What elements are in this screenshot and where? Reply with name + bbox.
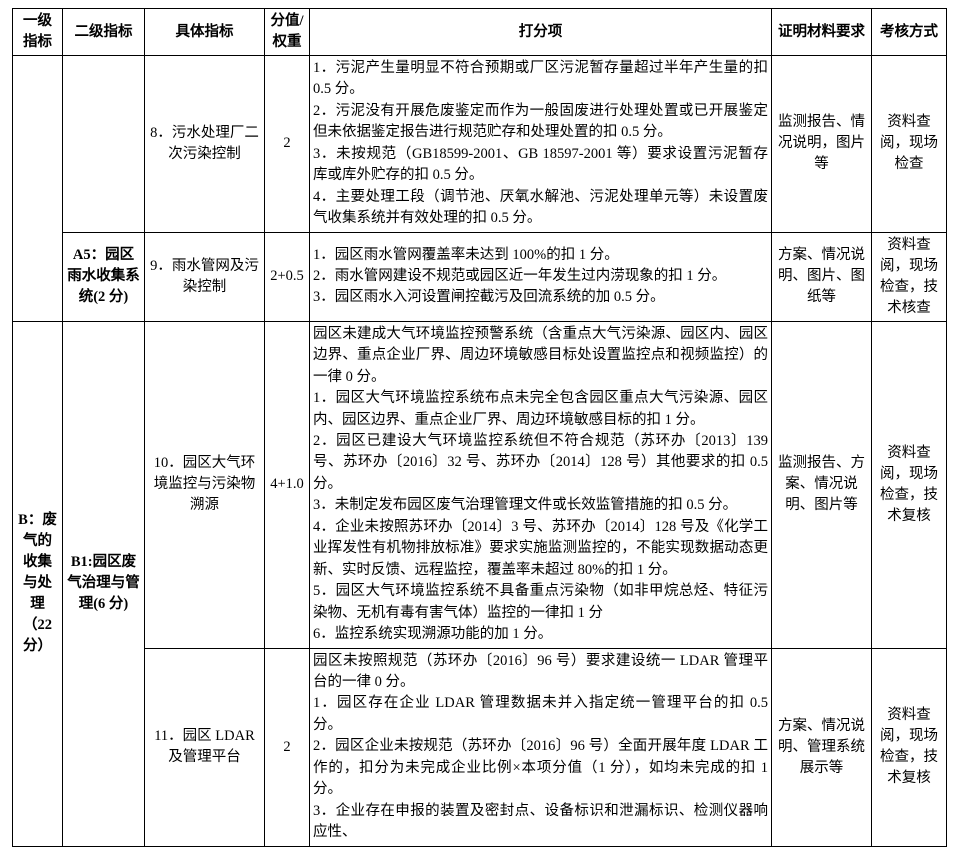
- header-method: 考核方式: [871, 7, 947, 57]
- cell-score-row4: 2: [264, 647, 310, 847]
- scoring-item: 4．主要处理工段（调节池、厌氧水解池、污泥处理单元等）未设置废气收集系统并有效处…: [313, 188, 768, 227]
- cell-level2-row2: A5：园区雨水收集系统(2 分): [62, 231, 145, 322]
- cell-proof-row2: 方案、情况说明、图片、图纸等: [771, 231, 872, 322]
- scoring-item: 1．园区大气环境监控系统布点未完全包含园区重点大气污染源、园区内、园区边界、重点…: [313, 390, 768, 428]
- assessment-table: 一级指标 二级指标 具体指标 分值/权重 打分项 证明材料要求 考核方式 8．污…: [12, 7, 947, 847]
- header-level2: 二级指标: [62, 7, 145, 57]
- cell-level1-b: B：废气的收集与处理（22 分）: [12, 320, 63, 847]
- cell-level1-empty-a: [12, 55, 63, 322]
- table-row: B：废气的收集与处理（22 分） B1:园区废气治理与管理(6 分) 10．园区…: [12, 320, 947, 847]
- table-row: A5：园区雨水收集系统(2 分) 9．雨水管网及污染控制 2+0.5 1．园区雨…: [13, 231, 947, 322]
- cell-score-row1: 2: [264, 55, 310, 233]
- cell-score-row2: 2+0.5: [264, 231, 310, 322]
- scoring-item: 4．企业未按照苏环办〔2014〕3 号、苏环办〔2014〕128 号及《化学工业…: [313, 518, 768, 578]
- cell-method-row3: 资料查阅，现场检查，技术复核: [871, 320, 947, 649]
- cell-scoring-items-row4: 园区未按照规范（苏环办〔2016〕96 号）要求建设统一 LDAR 管理平台的一…: [309, 647, 772, 847]
- cell-level2-row1: [62, 55, 145, 233]
- cell-scoring-items-row3: 园区未建成大气环境监控预警系统（含重点大气污染源、园区内、园区边界、重点企业厂界…: [309, 320, 772, 649]
- scoring-item: 1．园区存在企业 LDAR 管理数据未并入指定统一管理平台的扣 0.5 分。: [313, 695, 768, 733]
- cell-scoring-items-row1: 1．污泥产生量明显不符合预期或厂区污泥暂存量超过半年产生量的扣 0.5 分。 2…: [309, 55, 772, 233]
- scoring-item: 5．园区大气环境监控系统不具备重点污染物（如非甲烷总烃、特征污染物、无机有毒有害…: [313, 583, 768, 621]
- table-row: 8．污水处理厂二次污染控制 2 1．污泥产生量明显不符合预期或厂区污泥暂存量超过…: [12, 55, 947, 322]
- table-header: 一级指标 二级指标 具体指标 分值/权重 打分项 证明材料要求 考核方式: [12, 7, 947, 57]
- cell-indicator-row2: 9．雨水管网及污染控制: [144, 231, 265, 322]
- cell-indicator-row3: 10．园区大气环境监控与污染物溯源: [144, 320, 265, 649]
- scoring-item: 3．未制定发布园区废气治理管理文件或长效监管措施的扣 0.5 分。: [313, 497, 738, 514]
- cell-indicator-row4: 11．园区 LDAR 及管理平台: [144, 647, 265, 847]
- header-row: 一级指标 二级指标 具体指标 分值/权重 打分项 证明材料要求 考核方式: [12, 7, 947, 57]
- scoring-item: 3．企业存在申报的装置及密封点、设备标识和泄漏标识、检测仪器响应性、: [313, 802, 768, 841]
- cell-scoring-items-row2: 1．园区雨水管网覆盖率未达到 100%的扣 1 分。 2．雨水管网建设不规范或园…: [309, 231, 772, 322]
- scoring-item: 6．监控系统实现溯源功能的加 1 分。: [313, 626, 553, 643]
- scoring-item: 2．园区已建设大气环境监控系统但不符合规范（苏环办〔2013〕139 号、苏环办…: [313, 432, 768, 492]
- cell-proof-row1: 监测报告、情况说明，图片等: [771, 55, 872, 233]
- table-row: 11．园区 LDAR 及管理平台 2 园区未按照规范（苏环办〔2016〕96 号…: [13, 647, 947, 847]
- scoring-item: 2．污泥没有开展危废鉴定而作为一般固废进行处理处置或已开展鉴定但未依据鉴定报告进…: [313, 102, 768, 141]
- scoring-item: 2．雨水管网建设不规范或园区近一年发生过内涝现象的扣 1 分。: [313, 267, 727, 284]
- scoring-item: 1．污泥产生量明显不符合预期或厂区污泥暂存量超过半年产生量的扣 0.5 分。: [313, 60, 768, 98]
- scoring-item: 1．园区雨水管网覆盖率未达到 100%的扣 1 分。: [313, 246, 619, 263]
- scoring-item: 3．未按规范（GB18599-2001、GB 18597-2001 等）要求设置…: [313, 145, 768, 184]
- header-proof: 证明材料要求: [771, 7, 872, 57]
- header-indicator: 具体指标: [144, 7, 265, 57]
- cell-proof-row4: 方案、情况说明、管理系统展示等: [771, 647, 872, 847]
- cell-score-row3: 4+1.0: [264, 320, 310, 649]
- header-score: 分值/权重: [264, 7, 310, 57]
- cell-method-row1: 资料查阅，现场检查: [871, 55, 947, 233]
- header-level1: 一级指标: [12, 7, 63, 57]
- scoring-item: 3．园区雨水入河设置闸控截污及回流系统的加 0.5 分。: [313, 289, 665, 306]
- scoring-item: 园区未建成大气环境监控预警系统（含重点大气污染源、园区内、园区边界、重点企业厂界…: [313, 325, 768, 385]
- cell-method-row4: 资料查阅，现场检查，技术复核: [871, 647, 947, 847]
- scoring-item: 园区未按照规范（苏环办〔2016〕96 号）要求建设统一 LDAR 管理平台的一…: [313, 652, 768, 690]
- cell-level2-b1: B1:园区废气治理与管理(6 分): [62, 320, 145, 847]
- cell-proof-row3: 监测报告、方案、情况说明、图片等: [771, 320, 872, 649]
- cell-method-row2: 资料查阅，现场检查，技术核查: [871, 231, 947, 322]
- document-page: 一级指标 二级指标 具体指标 分值/权重 打分项 证明材料要求 考核方式 8．污…: [0, 7, 958, 847]
- scoring-item: 2．园区企业未按规范（苏环办〔2016〕96 号）全面开展年度 LDAR 工作的…: [313, 738, 768, 798]
- table-body: 8．污水处理厂二次污染控制 2 1．污泥产生量明显不符合预期或厂区污泥暂存量超过…: [12, 55, 947, 847]
- header-scoring-items: 打分项: [309, 7, 772, 57]
- cell-indicator-row1: 8．污水处理厂二次污染控制: [144, 55, 265, 233]
